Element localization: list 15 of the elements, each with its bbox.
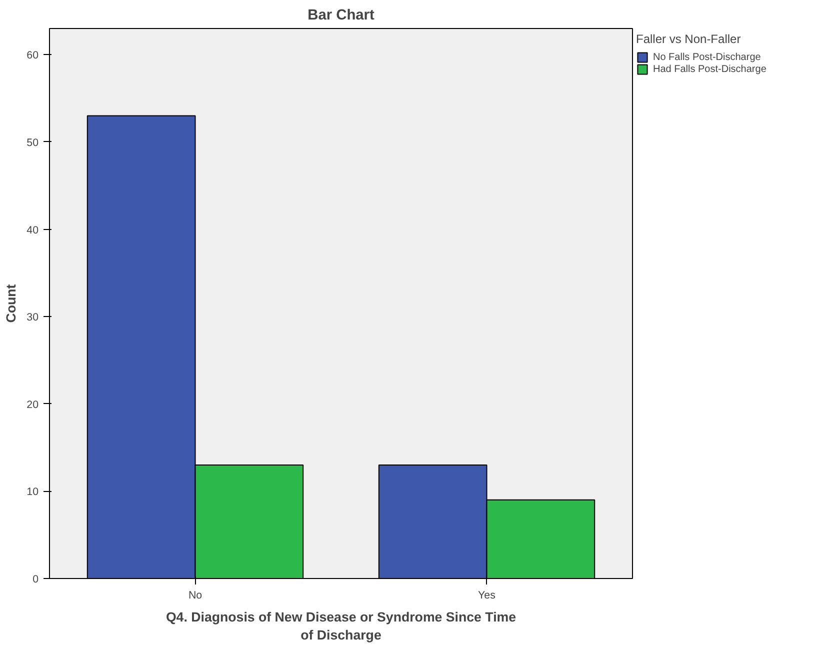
chart-title: Bar Chart bbox=[308, 8, 375, 24]
y-tick-label: 40 bbox=[26, 224, 39, 236]
x-axis-title: Q4. Diagnosis of New Disease or Syndrome Since Time of Discharge bbox=[166, 610, 516, 642]
x-tick-label: No bbox=[188, 590, 202, 602]
legend-label: Had Falls Post-Discharge bbox=[653, 63, 766, 75]
y-tick-label: 10 bbox=[26, 486, 39, 498]
y-tick-label: 20 bbox=[26, 398, 39, 411]
x-tick-label: Yes bbox=[478, 590, 496, 602]
legend-title: Faller vs Non-Faller bbox=[636, 32, 742, 46]
y-tick-label: 30 bbox=[26, 312, 39, 324]
y-tick-label: 0 bbox=[32, 574, 39, 586]
y-tick-label: 50 bbox=[26, 136, 39, 149]
legend-label: No Falls Post-Discharge bbox=[653, 51, 761, 63]
y-tick-label: 60 bbox=[26, 50, 39, 62]
y-axis-title: Count bbox=[4, 284, 19, 323]
